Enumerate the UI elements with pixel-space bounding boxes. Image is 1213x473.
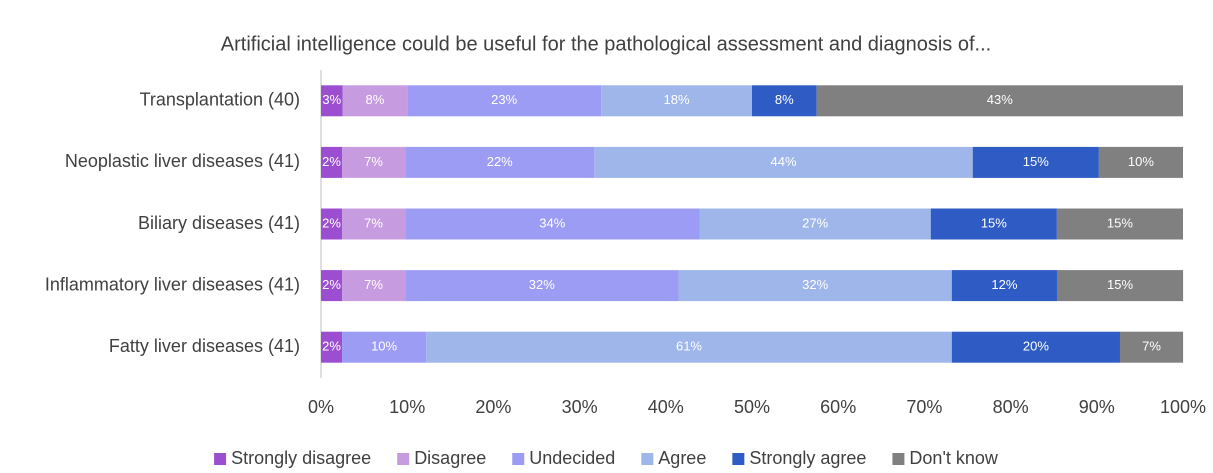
- data-label: 34%: [539, 215, 565, 230]
- data-label: 44%: [771, 154, 797, 169]
- data-label: 27%: [802, 215, 828, 230]
- bar-segment: [321, 85, 343, 117]
- bar-segment: [321, 270, 343, 302]
- legend: Strongly disagree Disagree Undecided Agree S…: [214, 448, 999, 468]
- bar-segment: [342, 331, 427, 363]
- bar-segment: [321, 146, 343, 178]
- data-label: 22%: [487, 154, 513, 169]
- data-label: 43%: [987, 92, 1013, 107]
- bar-segment: [972, 146, 1099, 178]
- legend-swatch: [214, 453, 227, 465]
- data-label: 10%: [1128, 154, 1154, 169]
- legend-swatch: [892, 453, 905, 465]
- data-label: 8%: [365, 92, 384, 107]
- x-tick-label: 100%: [1160, 397, 1206, 417]
- bar-segment: [601, 85, 752, 117]
- bar-segment: [321, 208, 343, 240]
- data-label: 15%: [1107, 277, 1133, 292]
- bar-segment: [405, 146, 595, 178]
- bar-segment: [1098, 146, 1183, 178]
- data-label: 32%: [802, 277, 828, 292]
- legend-swatch: [732, 453, 745, 465]
- bar-segment: [342, 146, 406, 178]
- data-label: 20%: [1023, 339, 1049, 354]
- bar-segment: [321, 331, 343, 363]
- y-tick-label: Biliary diseases (41): [138, 213, 300, 233]
- bar-segment: [930, 208, 1057, 240]
- bar-segment: [699, 208, 931, 240]
- y-tick-label: Inflammatory liver diseases (41): [45, 274, 300, 294]
- bar-segment: [1056, 208, 1183, 240]
- bar-segment: [594, 146, 973, 178]
- data-label: 7%: [1142, 339, 1161, 354]
- data-label: 2%: [322, 154, 341, 169]
- x-tick-label: 30%: [562, 397, 598, 417]
- bar-segment: [752, 85, 817, 117]
- data-label: 7%: [364, 154, 383, 169]
- data-label: 32%: [529, 277, 555, 292]
- legend-label: Agree: [658, 448, 706, 468]
- data-label: 23%: [491, 92, 517, 107]
- bar-segment: [342, 270, 406, 302]
- y-tick-label: Fatty liver diseases (41): [109, 336, 300, 356]
- legend-label: Disagree: [414, 448, 486, 468]
- data-label: 2%: [322, 215, 341, 230]
- bar-segment: [1056, 270, 1184, 302]
- legend-label: Don't know: [909, 448, 998, 468]
- x-tick-label: 20%: [475, 397, 511, 417]
- data-label: 10%: [371, 339, 397, 354]
- data-label: 61%: [676, 339, 702, 354]
- y-tick-label: Neoplastic liver diseases (41): [65, 151, 300, 171]
- bar-segment: [678, 270, 952, 302]
- bar-segment: [951, 331, 1120, 363]
- data-label: 7%: [364, 215, 383, 230]
- data-label: 8%: [775, 92, 794, 107]
- legend-label: Strongly agree: [749, 448, 866, 468]
- data-label: 2%: [322, 339, 341, 354]
- x-tick-label: 50%: [734, 397, 770, 417]
- chart-title: Artificial intelligence could be useful …: [221, 33, 991, 55]
- legend-swatch: [397, 453, 410, 465]
- legend-swatch: [512, 453, 525, 465]
- x-tick-label: 80%: [993, 397, 1029, 417]
- bar-segment: [951, 270, 1057, 302]
- legend-label: Undecided: [529, 448, 615, 468]
- data-label: 12%: [991, 277, 1017, 292]
- x-tick-label: 70%: [906, 397, 942, 417]
- data-label: 15%: [981, 215, 1007, 230]
- data-label: 3%: [322, 92, 341, 107]
- x-tick-label: 40%: [648, 397, 684, 417]
- data-label: 18%: [664, 92, 690, 107]
- data-label: 15%: [1023, 154, 1049, 169]
- x-tick-label: 60%: [820, 397, 856, 417]
- data-label: 2%: [322, 277, 341, 292]
- legend-swatch: [641, 453, 654, 465]
- bar-segment: [1119, 331, 1184, 363]
- bar-segment: [426, 331, 952, 363]
- y-tick-label: Transplantation (40): [140, 90, 300, 110]
- bar-segment: [342, 85, 408, 117]
- bar-segment: [816, 85, 1183, 117]
- x-tick-label: 0%: [308, 397, 334, 417]
- data-label: 7%: [364, 277, 383, 292]
- bar-segment: [405, 208, 700, 240]
- x-tick-label: 10%: [389, 397, 425, 417]
- bar-segment: [407, 85, 602, 117]
- x-tick-label: 90%: [1079, 397, 1115, 417]
- legend-label: Strongly disagree: [231, 448, 371, 468]
- bar-segment: [405, 270, 679, 302]
- bar-segment: [342, 208, 406, 240]
- data-label: 15%: [1107, 215, 1133, 230]
